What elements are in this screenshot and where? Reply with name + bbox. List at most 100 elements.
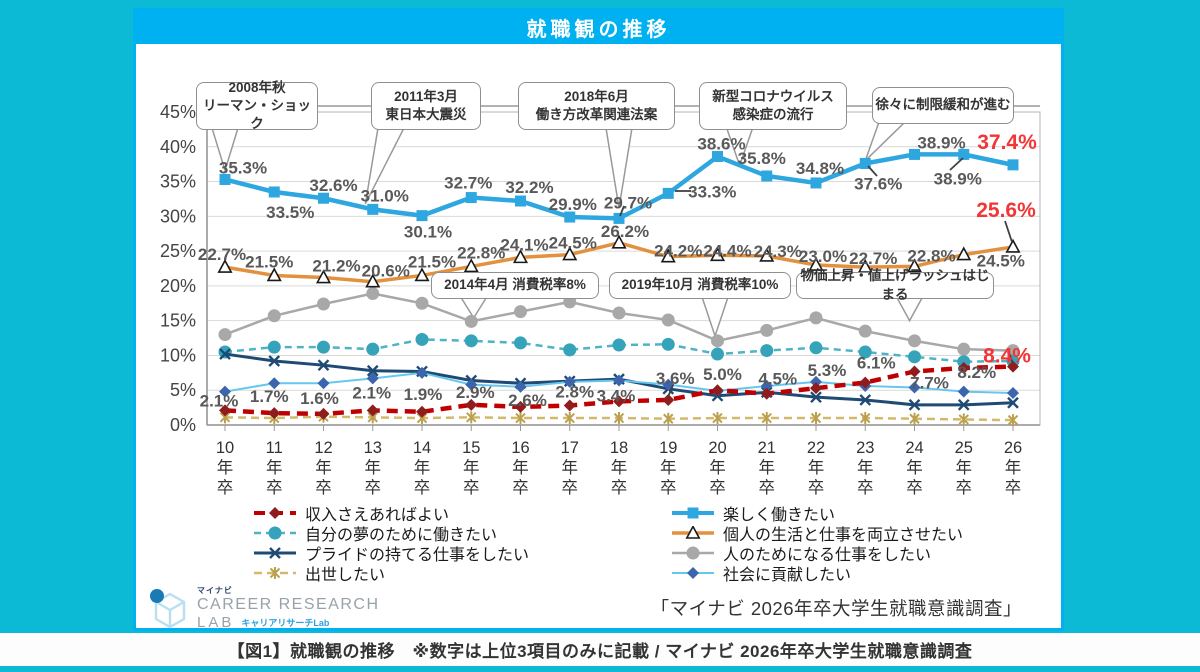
legend-column-left: 収入さえあればよい自分の夢のために働きたいプライドの持てる仕事をしたい 出世したい [252, 503, 530, 584]
legend-label: 楽しく働きたい [723, 507, 836, 524]
legend-label: プライドの持てる仕事をしたい [305, 547, 530, 564]
caption-strip: 【図1】就職観の推移 ※数字は上位3項目のみに記載 / マイナビ 2026年卒大… [0, 633, 1200, 666]
point-label: 2.1% [352, 383, 391, 402]
event-callout: 2018年6月働き方改革関連法案 [518, 82, 675, 130]
point-label: 32.6% [309, 176, 357, 195]
logo-line2: LAB キャリアリサーチLab [197, 614, 380, 631]
point-label: 3.6% [656, 369, 695, 388]
x-tick-label: 21 年卒 [758, 439, 776, 497]
point-label: 2.9% [456, 383, 495, 402]
career-research-lab-logo: マイナビ CAREER RESEARCH LAB キャリアリサーチLab [146, 585, 380, 632]
legend-marker [672, 546, 714, 560]
point-label: 29.9% [549, 195, 597, 214]
legend-marker [254, 526, 296, 540]
logo-sub: キャリアリサーチLab [241, 617, 330, 628]
logo-brand: マイナビ [197, 586, 233, 595]
point-label: 38.9% [917, 133, 965, 152]
y-tick-label: 25% [160, 241, 196, 261]
point-label: 22.8% [457, 243, 505, 262]
legend-item: 個人の生活と仕事を両立させたい [670, 523, 963, 544]
x-tick-label: 20 年卒 [708, 439, 726, 497]
point-label: 33.5% [266, 203, 314, 222]
x-tick-label: 23 年卒 [856, 439, 874, 497]
point-label: 38.9% [934, 169, 982, 188]
y-tick-label: 10% [160, 345, 196, 365]
callout-text: 徐々に制限緩和が進む [875, 97, 1011, 113]
y-tick-label: 30% [160, 206, 196, 226]
point-label: 31.0% [361, 186, 409, 205]
event-callout: 徐々に制限緩和が進む [872, 87, 1014, 124]
y-tick-label: 0% [170, 415, 196, 435]
callout-text: 2018年6月 [564, 88, 629, 104]
legend-marker [672, 526, 714, 539]
legend-marker [672, 507, 714, 519]
point-label: 33.3% [688, 182, 736, 201]
x-tick-label: 14 年卒 [413, 439, 431, 497]
point-label: 37.6% [854, 174, 902, 193]
event-callout: 2019年10月 消費税率10% [609, 272, 791, 299]
point-label: 22.7% [198, 245, 246, 264]
legend-item: 出世したい [252, 563, 529, 584]
point-label: 3.4% [597, 386, 636, 405]
legend-label: 人のためになる仕事をしたい [723, 547, 932, 564]
legend-marker [672, 567, 714, 579]
y-tick-label: 5% [170, 380, 196, 400]
y-tick-label: 45% [160, 102, 196, 122]
point-label: 22.7% [849, 249, 897, 268]
y-tick-label: 20% [160, 276, 196, 296]
legend-item: プライドの持てる仕事をしたい [252, 543, 530, 564]
point-label: 1.7% [250, 387, 289, 406]
legend-item: 収入さえあればよい [252, 503, 529, 524]
cube-logo-icon [150, 589, 186, 629]
chart-card-header: 就職観の推移 [136, 11, 1061, 44]
x-tick-label: 24 年卒 [905, 439, 923, 497]
x-tick-label: 18 年卒 [610, 439, 628, 497]
x-tick-label: 16 年卒 [511, 439, 529, 497]
point-label: 20.6% [362, 262, 410, 281]
event-callout: 2011年3月 東日本大震災 [371, 82, 481, 130]
point-label: 32.7% [444, 174, 492, 193]
point-label: 8.2% [957, 363, 996, 382]
legend-label: 収入さえあればよい [305, 507, 450, 524]
point-label: 24.5% [549, 234, 597, 253]
point-label: 5.0% [703, 365, 742, 384]
point-label: 6.1% [857, 354, 896, 373]
point-label: 24.3% [754, 242, 802, 261]
point-label: 30.1% [404, 223, 452, 242]
legend-label: 自分の夢のために働きたい [305, 527, 498, 544]
x-tick-label: 11 年卒 [266, 439, 283, 497]
point-label: 32.2% [505, 178, 553, 197]
point-label: 4.5% [758, 370, 797, 389]
callout-text: 2019年10月 消費税率10% [621, 277, 779, 293]
point-label: 24.5% [977, 252, 1025, 271]
point-label: 22.8% [907, 246, 955, 265]
event-callout: 新型コロナウイルス 感染症の流行 [699, 82, 847, 130]
survey-source: 「マイナビ 2026年卒大学生就職意識調査」 [650, 598, 1022, 619]
callout-text: 2011年3月 [394, 88, 458, 104]
callout-text: 感染症の流行 [732, 107, 814, 122]
point-label: 25.6% [976, 199, 1036, 222]
point-label: 35.8% [738, 149, 786, 168]
series-line [224, 364, 1014, 417]
point-label: 2.6% [508, 391, 547, 410]
point-label: 24.4% [703, 241, 751, 260]
point-label: 23.0% [799, 247, 847, 266]
x-tick-label: 25 年卒 [955, 439, 973, 497]
callout-text: 働き方改革関連法案 [535, 107, 658, 122]
x-tick-label: 12 年卒 [314, 439, 332, 497]
point-label: 21.5% [408, 252, 456, 271]
legend-item: 人のためになる仕事をしたい [670, 543, 963, 564]
legend-item: 自分の夢のために働きたい [252, 523, 529, 544]
point-label: 7.7% [910, 373, 949, 392]
callout-text: 東日本大震災 [385, 107, 467, 122]
figure-caption: 【図1】就職観の推移 ※数字は上位3項目のみに記載 / マイナビ 2026年卒大… [227, 642, 973, 661]
chart-title: 就職観の推移 [526, 19, 671, 41]
x-tick-label: 26 年卒 [1004, 439, 1022, 497]
point-label: 37.4% [977, 131, 1037, 154]
point-label: 1.6% [300, 389, 339, 408]
y-tick-label: 40% [160, 137, 196, 157]
callout-text: 物価上昇・値上げラッシュはじまる [800, 268, 990, 302]
legend-marker [254, 547, 296, 559]
point-label: 24.2% [654, 242, 702, 261]
